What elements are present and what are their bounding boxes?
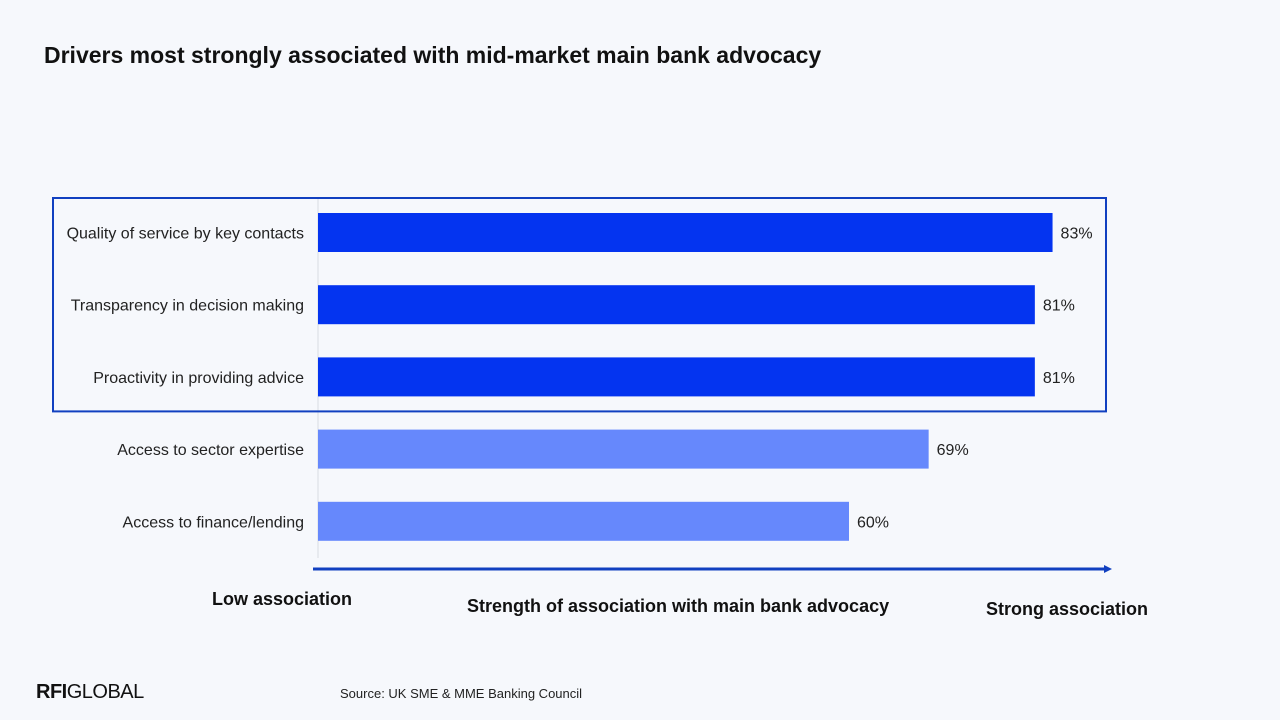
bar-2	[318, 285, 1035, 325]
bar-4	[318, 429, 929, 469]
axis-low-label: Low association	[212, 589, 353, 609]
value-label-3: 81%	[1043, 370, 1075, 387]
rfi-global-logo: RFIGLOBAL	[36, 681, 144, 704]
category-label-5: Access to finance/lending	[123, 514, 304, 531]
bar-3	[318, 357, 1035, 397]
association-axis-arrowhead	[1104, 565, 1112, 573]
logo-rest-text: GLOBAL	[66, 681, 145, 703]
chart-title: Drivers most strongly associated with mi…	[44, 42, 822, 68]
category-label-4: Access to sector expertise	[117, 442, 304, 459]
bar-5	[318, 501, 849, 541]
category-label-3: Proactivity in providing advice	[93, 370, 304, 387]
logo-strong-text: RFI	[36, 681, 67, 703]
value-label-1: 83%	[1061, 226, 1093, 243]
bar-1	[318, 213, 1053, 252]
value-label-4: 69%	[937, 442, 969, 459]
source-note: Source: UK SME & MME Banking Council	[340, 686, 583, 701]
category-label-2: Transparency in decision making	[71, 298, 304, 315]
highlight-frame	[52, 197, 1107, 413]
axis-title: Strength of association with main bank a…	[467, 596, 890, 616]
value-label-2: 81%	[1043, 298, 1075, 315]
value-label-5: 60%	[857, 514, 889, 531]
axis-high-label: Strong association	[986, 599, 1149, 619]
category-label-1: Quality of service by key contacts	[67, 226, 304, 243]
